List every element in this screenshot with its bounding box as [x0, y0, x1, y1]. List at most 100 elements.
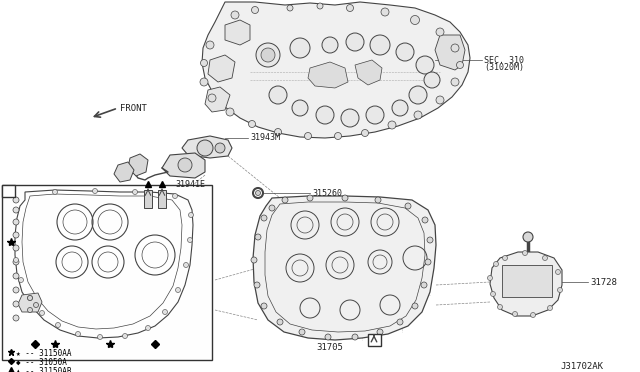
- Circle shape: [316, 106, 334, 124]
- Bar: [2, 185, 15, 197]
- Circle shape: [261, 215, 267, 221]
- Polygon shape: [114, 162, 134, 182]
- Circle shape: [490, 292, 495, 296]
- Circle shape: [122, 334, 127, 339]
- Circle shape: [317, 3, 323, 9]
- Circle shape: [425, 259, 431, 265]
- Circle shape: [13, 197, 19, 203]
- Circle shape: [493, 262, 499, 266]
- Circle shape: [13, 257, 19, 263]
- Circle shape: [307, 195, 313, 201]
- Circle shape: [305, 132, 312, 140]
- Circle shape: [200, 78, 208, 86]
- Text: 315260: 315260: [312, 189, 342, 198]
- Circle shape: [409, 86, 427, 104]
- Circle shape: [381, 8, 389, 16]
- Circle shape: [410, 16, 419, 25]
- Circle shape: [436, 96, 444, 104]
- Circle shape: [370, 35, 390, 55]
- Circle shape: [322, 37, 338, 53]
- Circle shape: [184, 263, 189, 267]
- Circle shape: [189, 212, 193, 218]
- Polygon shape: [18, 293, 42, 312]
- Circle shape: [497, 305, 502, 310]
- Circle shape: [547, 305, 552, 311]
- Circle shape: [513, 311, 518, 317]
- Circle shape: [325, 334, 331, 340]
- Circle shape: [178, 158, 192, 172]
- Circle shape: [40, 311, 45, 315]
- Circle shape: [396, 43, 414, 61]
- Circle shape: [19, 278, 24, 282]
- Circle shape: [76, 331, 81, 337]
- Circle shape: [215, 143, 225, 153]
- Circle shape: [197, 140, 213, 156]
- Circle shape: [422, 217, 428, 223]
- Circle shape: [392, 100, 408, 116]
- Circle shape: [377, 329, 383, 335]
- Circle shape: [163, 310, 168, 314]
- Circle shape: [28, 295, 33, 301]
- Circle shape: [261, 48, 275, 62]
- Circle shape: [261, 303, 267, 309]
- Circle shape: [456, 61, 463, 68]
- Bar: [368, 334, 381, 346]
- Circle shape: [362, 129, 369, 137]
- Polygon shape: [355, 60, 382, 85]
- Circle shape: [52, 189, 58, 195]
- Polygon shape: [182, 136, 232, 158]
- Circle shape: [28, 308, 33, 312]
- Circle shape: [282, 197, 288, 203]
- Text: (31020M): (31020M): [484, 63, 524, 72]
- Text: A: A: [372, 337, 377, 346]
- Circle shape: [13, 273, 19, 279]
- Text: 31705: 31705: [317, 343, 344, 352]
- Circle shape: [346, 33, 364, 51]
- Circle shape: [269, 205, 275, 211]
- Text: FRONT: FRONT: [120, 104, 147, 113]
- Polygon shape: [162, 153, 205, 178]
- Circle shape: [397, 319, 403, 325]
- Circle shape: [451, 78, 459, 86]
- Circle shape: [145, 326, 150, 330]
- Text: ▲ -- 31150AB: ▲ -- 31150AB: [16, 367, 72, 372]
- Circle shape: [299, 329, 305, 335]
- Polygon shape: [208, 55, 235, 82]
- Circle shape: [231, 11, 239, 19]
- Text: J31702AK: J31702AK: [560, 362, 603, 371]
- Circle shape: [416, 56, 434, 74]
- Polygon shape: [205, 87, 230, 112]
- Circle shape: [255, 234, 261, 240]
- Circle shape: [287, 5, 293, 11]
- Circle shape: [97, 334, 102, 340]
- Circle shape: [556, 269, 561, 275]
- Circle shape: [523, 232, 533, 242]
- Circle shape: [206, 41, 214, 49]
- Circle shape: [427, 237, 433, 243]
- Circle shape: [173, 193, 177, 199]
- Circle shape: [405, 203, 411, 209]
- Circle shape: [436, 28, 444, 36]
- Circle shape: [248, 121, 255, 128]
- Circle shape: [424, 72, 440, 88]
- Circle shape: [256, 43, 280, 67]
- Text: ◆ -- 31050A: ◆ -- 31050A: [16, 358, 67, 367]
- Polygon shape: [225, 20, 250, 45]
- Text: 31943M: 31943M: [250, 133, 280, 142]
- Circle shape: [56, 323, 61, 327]
- Circle shape: [341, 109, 359, 127]
- Circle shape: [488, 276, 493, 280]
- Circle shape: [252, 6, 259, 13]
- Circle shape: [200, 60, 207, 67]
- Circle shape: [275, 128, 282, 135]
- Bar: [2, 185, 212, 360]
- Circle shape: [13, 232, 19, 238]
- Circle shape: [13, 315, 19, 321]
- Text: SEC. 310: SEC. 310: [484, 56, 524, 65]
- Circle shape: [412, 303, 418, 309]
- Circle shape: [414, 111, 422, 119]
- Polygon shape: [202, 2, 470, 138]
- Circle shape: [255, 190, 260, 196]
- Circle shape: [269, 86, 287, 104]
- Circle shape: [346, 4, 353, 12]
